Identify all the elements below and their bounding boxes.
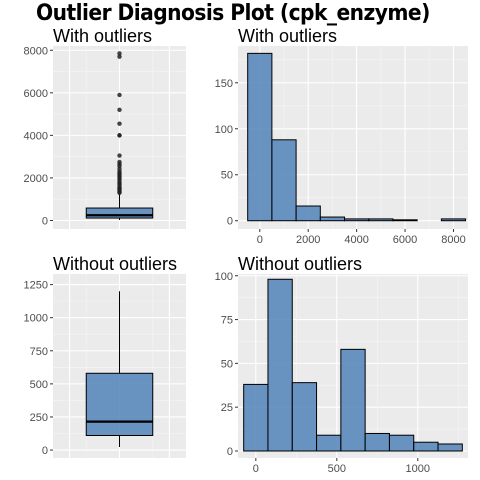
panel-3-y-tick-label-250: 250 xyxy=(30,412,48,424)
panel-2-x-tick-label-0: 0 xyxy=(257,234,263,246)
panel-4-histogram-bar-4 xyxy=(340,348,366,452)
panel-4-y-tick-label-25: 25 xyxy=(221,402,233,414)
panel-1-outlier-point-21 xyxy=(117,133,122,138)
panel-1-y-tick-label-8000: 8000 xyxy=(24,45,48,57)
panel-4-histogram-bar-1 xyxy=(267,278,293,452)
main-title: Outlier Diagnosis Plot (cpk_enzyme) xyxy=(36,1,430,26)
panel-2-y-tick-label-100: 100 xyxy=(215,124,233,136)
panel-4-histogram-bar-6 xyxy=(388,434,415,452)
panel-1-outlier-point-24 xyxy=(117,92,122,98)
panel-4-x-tick-label-500: 500 xyxy=(328,463,346,475)
panel-1-y-tick-label-0: 0 xyxy=(42,215,48,227)
panel-1-outlier-point-23 xyxy=(117,107,122,113)
panel-bottom-left: Without outliers 0 250 500 750 1000 1250 xyxy=(24,254,186,458)
panel-4-y-tick-label-75: 75 xyxy=(221,315,233,327)
panel-4-x-tick-label-0: 0 xyxy=(253,463,259,475)
panel-2-x-tick-label-2000: 2000 xyxy=(296,234,320,246)
panel-2-histogram-bar-0 xyxy=(247,52,273,222)
panel-top-left: With outliers 0 2000 4000 6000 8000 xyxy=(24,26,186,229)
panel-4-y-tick-label-0: 0 xyxy=(227,446,233,458)
panel-2-title: With outliers xyxy=(238,26,337,46)
panel-2-y-tick-label-150: 150 xyxy=(215,78,233,90)
panel-1-outlier-point-19 xyxy=(117,153,122,158)
panel-4-histogram-bar-5 xyxy=(364,432,390,452)
panel-1-title: With outliers xyxy=(53,26,152,46)
panel-3-y-tick-label-500: 500 xyxy=(30,379,48,391)
panel-2-histogram-bar-2 xyxy=(295,205,321,222)
panel-1-y-tick-label-6000: 6000 xyxy=(24,88,48,100)
panel-3-y-tick-label-750: 750 xyxy=(30,346,48,358)
panel-2-histogram-bar-6 xyxy=(392,219,418,222)
panel-4-histogram-bar-2 xyxy=(291,382,318,452)
panel-top-right: With outliers 0 50 100 150 0 2000 4000 6000 8000 xyxy=(215,26,468,246)
panel-2-x-tick-label-4000: 4000 xyxy=(344,234,368,246)
panel-2-histogram-bar-1 xyxy=(271,139,297,222)
panel-2-histogram-bar-8 xyxy=(440,218,467,222)
panel-2-histogram-bar-4 xyxy=(344,218,370,222)
panel-2-histogram-bar-3 xyxy=(319,216,346,222)
panel-3-y-tick-label-0: 0 xyxy=(42,445,48,457)
panel-4-histogram-bar-0 xyxy=(243,383,269,452)
panel-3-box xyxy=(85,372,154,436)
panel-4-y-tick-label-100: 100 xyxy=(215,271,233,283)
panel-2-y-tick-label-0: 0 xyxy=(227,216,233,228)
panel-1-y-tick-label-4000: 4000 xyxy=(24,130,48,142)
panel-4-histogram-bar-7 xyxy=(413,441,439,452)
panel-2-histogram-bar-5 xyxy=(368,218,394,222)
panel-1-outlier-point-22 xyxy=(117,121,122,126)
panel-3-y-tick-label-1000: 1000 xyxy=(24,313,48,325)
panel-4-x-tick-label-1000: 1000 xyxy=(406,463,430,475)
panel-1-outlier-point-18 xyxy=(117,159,122,165)
panel-2-x-tick-label-6000: 6000 xyxy=(393,234,417,246)
panel-1-outlier-point-26 xyxy=(117,51,122,56)
panel-3-y-tick-label-1250: 1250 xyxy=(24,280,48,292)
panel-4-histogram-bar-8 xyxy=(437,443,463,452)
panel-3-title: Without outliers xyxy=(53,254,177,274)
panel-4-histogram-bar-3 xyxy=(316,434,342,452)
panel-2-y-tick-label-50: 50 xyxy=(221,170,233,182)
panel-1-y-tick-label-2000: 2000 xyxy=(24,173,48,185)
panel-4-y-tick-label-50: 50 xyxy=(221,358,233,370)
panel-4-title: Without outliers xyxy=(238,254,362,274)
panel-1-outlier-point-25 xyxy=(117,54,122,59)
panel-2-x-tick-label-8000: 8000 xyxy=(441,234,465,246)
panel-1-box xyxy=(85,207,154,219)
